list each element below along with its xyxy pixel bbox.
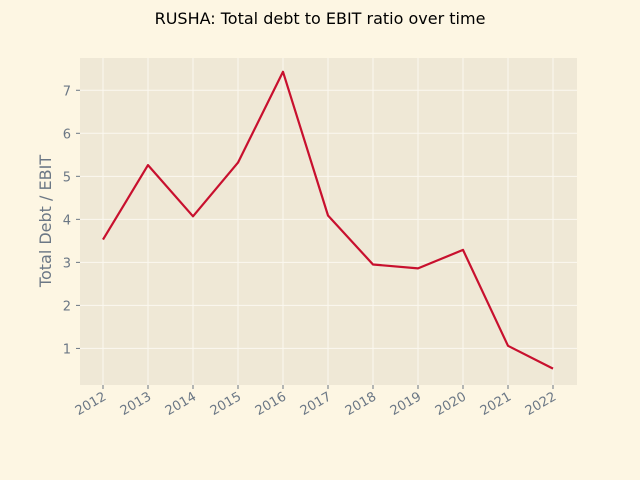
series-line — [102, 70, 554, 370]
x-tick-label: 2016 — [253, 389, 289, 419]
y-tick-label: 5 — [63, 170, 71, 185]
y-tick-label: 1 — [63, 342, 71, 357]
x-tick-label: 2022 — [523, 389, 559, 419]
x-tick-label: 2021 — [478, 389, 514, 419]
y-tick-label: 2 — [63, 299, 71, 314]
x-tick-label: 2012 — [73, 389, 109, 419]
y-tick-label: 3 — [63, 256, 71, 271]
x-tick-label: 2019 — [388, 389, 424, 419]
x-tick-label: 2018 — [343, 389, 379, 419]
x-tick-label: 2017 — [298, 389, 334, 419]
y-tick-label: 7 — [63, 84, 71, 99]
x-tick-label: 2015 — [208, 389, 244, 419]
y-axis: 1 2 3 4 5 6 7 — [63, 84, 80, 357]
x-axis: 2012 2013 2014 2015 2016 2017 2018 2019 2020 2021… — [73, 385, 559, 419]
y-axis-label: Total Debt / EBIT — [36, 155, 55, 288]
y-tick-label: 4 — [63, 213, 71, 228]
x-tick-label: 2020 — [433, 389, 469, 419]
chart-title: RUSHA: Total debt to EBIT ratio over tim… — [155, 9, 486, 28]
y-tick-label: 6 — [63, 127, 71, 142]
grid-lines — [80, 58, 577, 385]
x-tick-label: 2014 — [163, 389, 199, 419]
x-tick-label: 2013 — [118, 389, 154, 419]
